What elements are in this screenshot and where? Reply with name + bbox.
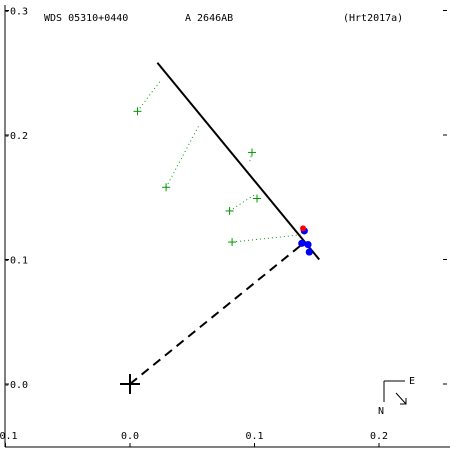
- x-tick-label: -0.1: [0, 431, 18, 442]
- component-label: A 2646AB: [185, 13, 233, 24]
- blue-measure-point: [304, 240, 312, 249]
- green-measure-point: [248, 148, 257, 157]
- primary-to-secondary-dashed-line: [129, 243, 303, 385]
- plot-marks: [120, 62, 321, 394]
- green-residual-line: [229, 194, 255, 212]
- y-tick-label: -0.2: [4, 131, 28, 142]
- green-measure-point: [162, 183, 171, 192]
- green-measure-point: [228, 238, 237, 247]
- orbit-segment-line: [156, 62, 321, 261]
- wds-id-label: WDS 05310+0440: [44, 13, 128, 24]
- compass-east-label: E: [409, 376, 415, 387]
- x-tick-label: 0.1: [245, 431, 263, 442]
- reference-label: (Hrt2017a): [343, 13, 403, 24]
- compass-north-label: N: [378, 406, 384, 417]
- x-tick-label: 0.2: [370, 431, 388, 442]
- green-measure-point: [252, 194, 261, 203]
- green-residual-line: [249, 152, 253, 163]
- plot-frame: [4, 5, 450, 448]
- x-tick-label: 0.0: [121, 431, 139, 442]
- y-tick-label: -0.1: [4, 256, 28, 267]
- y-tick-label: -0.3: [4, 7, 28, 18]
- axis-tick-labels: -0.1 0.0 0.1 0.2 -0.3 -0.2 -0.1 -0.0: [0, 7, 388, 443]
- green-residual-line: [165, 126, 199, 188]
- compass-motion-arrowhead: [400, 398, 407, 405]
- red-measure-point: [300, 225, 307, 232]
- compass-motion-arrow: [395, 392, 407, 405]
- green-measure-point: [225, 206, 234, 215]
- green-measure-point: [133, 107, 142, 116]
- axis-ticks: [5, 10, 447, 447]
- blue-measure-point: [305, 248, 313, 256]
- green-residual-line: [232, 234, 304, 243]
- blue-measure-point: [298, 239, 306, 247]
- y-tick-label: -0.0: [4, 380, 28, 391]
- compass-rose: N E: [378, 376, 415, 417]
- green-residual-line: [137, 81, 161, 112]
